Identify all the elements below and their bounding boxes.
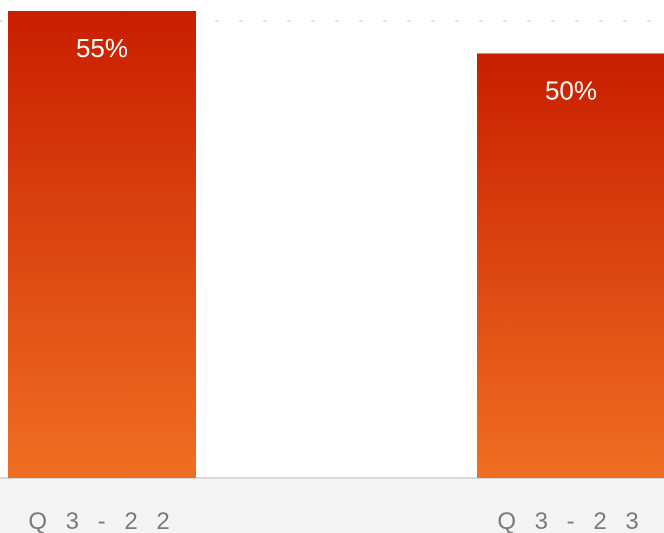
data-label-q3-23: 50% (545, 75, 597, 105)
bar-q3-23 (477, 53, 664, 479)
bar-q3-22 (8, 11, 196, 478)
x-axis-band (0, 478, 664, 533)
x-tick-label-q3-23: Q 3 - 2 3 (497, 508, 644, 533)
bars-layer (8, 11, 664, 479)
x-tick-label-q3-22: Q 3 - 2 2 (28, 508, 175, 533)
value-labels-layer: 55% 50% (76, 33, 597, 105)
data-label-q3-22: 55% (76, 33, 128, 63)
x-axis-tick-labels: Q 3 - 2 2 Q 3 - 2 3 (28, 508, 644, 533)
